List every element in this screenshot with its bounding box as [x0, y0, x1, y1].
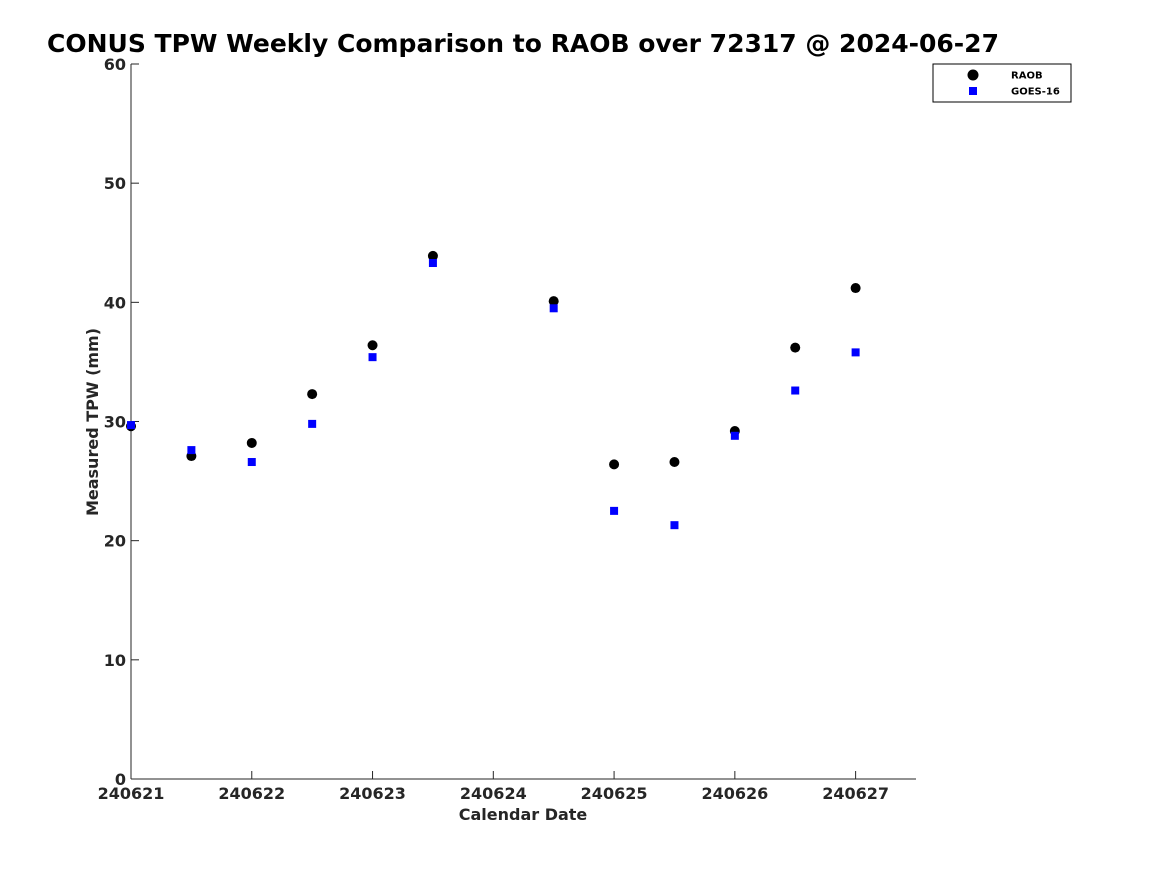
y-tick-label: 20: [104, 532, 126, 551]
x-axis-label: Calendar Date: [459, 805, 588, 824]
legend-box: [932, 63, 1072, 103]
legend-label-raob: RAOB: [1011, 71, 1043, 82]
point-goes16: [730, 431, 739, 440]
y-axis-ticks: 0 10 20 30 40 50 60: [104, 55, 139, 789]
chart-title: CONUS TPW Weekly Comparison to RAOB over…: [47, 29, 999, 58]
x-tick-label: 240622: [218, 784, 285, 803]
point-goes16: [308, 419, 317, 428]
x-tick-label: 240623: [339, 784, 406, 803]
point-raob: [307, 389, 318, 400]
point-raob: [367, 340, 378, 351]
y-tick-label: 40: [104, 293, 126, 312]
point-goes16: [610, 506, 619, 515]
point-raob: [427, 250, 438, 261]
point-goes16: [670, 521, 679, 530]
x-tick-label: 240627: [822, 784, 889, 803]
point-raob: [548, 296, 559, 307]
legend: RAOB GOES-16: [932, 63, 1072, 103]
point-raob: [609, 459, 620, 470]
y-tick-label: 10: [104, 651, 126, 670]
legend-marker-goes16: [969, 87, 977, 95]
point-goes16: [791, 386, 800, 395]
point-goes16: [127, 421, 135, 430]
y-tick-label: 0: [115, 770, 126, 789]
point-goes16: [187, 446, 196, 455]
legend-marker-raob: [967, 69, 979, 81]
y-tick-label: 50: [104, 174, 126, 193]
point-raob: [790, 342, 801, 353]
point-raob: [669, 457, 680, 468]
point-raob: [850, 283, 861, 294]
data-markers: [126, 250, 861, 530]
x-tick-label: 240621: [98, 784, 165, 803]
y-tick-label: 60: [104, 55, 126, 74]
point-goes16: [549, 304, 558, 313]
x-axis-ticks: 240621 240622 240623 240624 240625 240626 2406…: [98, 771, 889, 803]
x-tick-label: 240624: [460, 784, 527, 803]
point-goes16: [851, 348, 860, 357]
point-goes16: [368, 353, 377, 362]
legend-label-goes16: GOES-16: [1011, 87, 1060, 98]
x-tick-label: 240626: [701, 784, 768, 803]
point-goes16: [428, 259, 437, 268]
point-raob: [246, 437, 257, 448]
y-axis-label: Measured TPW (mm): [83, 328, 102, 516]
y-tick-label: 30: [104, 413, 126, 432]
x-tick-label: 240625: [581, 784, 648, 803]
point-goes16: [247, 458, 256, 467]
